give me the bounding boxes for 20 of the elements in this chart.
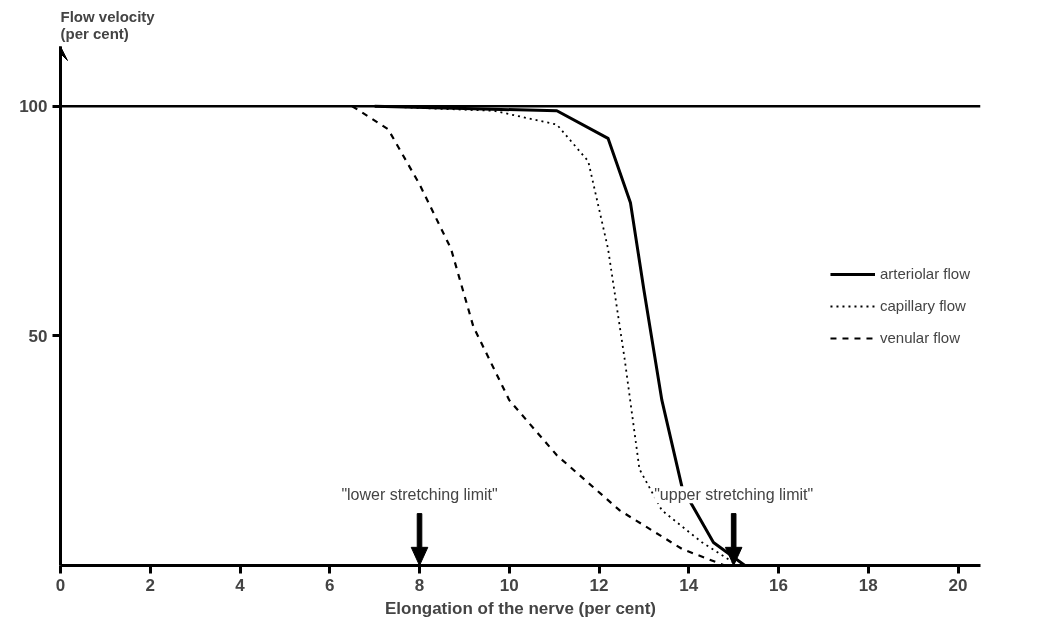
x-tick-label: 12 (589, 575, 609, 595)
ref-line-label: "upper stretching limit" (654, 486, 814, 504)
x-tick-label: 6 (325, 575, 335, 595)
x-tick-label: 20 (948, 575, 968, 595)
ref-line-label: "lower stretching limit" (341, 486, 498, 504)
x-axis-title: Elongation of the nerve (per cent) (384, 598, 657, 618)
legend-label: capillary flow (879, 297, 966, 314)
x-tick-label: 2 (145, 575, 155, 595)
y-axis-title: Flow velocity (per cent) (60, 7, 156, 42)
x-tick-label: 16 (769, 575, 789, 595)
x-tick-label: 4 (235, 575, 246, 595)
legend-label: arteriolar flow (879, 265, 970, 282)
x-tick-label: 0 (55, 575, 66, 595)
x-tick-label: 18 (858, 575, 878, 595)
x-tick-label: 10 (499, 575, 519, 595)
x-tick-label: 14 (679, 575, 699, 595)
legend-label: venular flow (879, 329, 961, 346)
y-tick-label: 100 (19, 97, 48, 117)
x-tick-label: 8 (414, 575, 425, 595)
y-tick-label: 50 (28, 326, 48, 346)
